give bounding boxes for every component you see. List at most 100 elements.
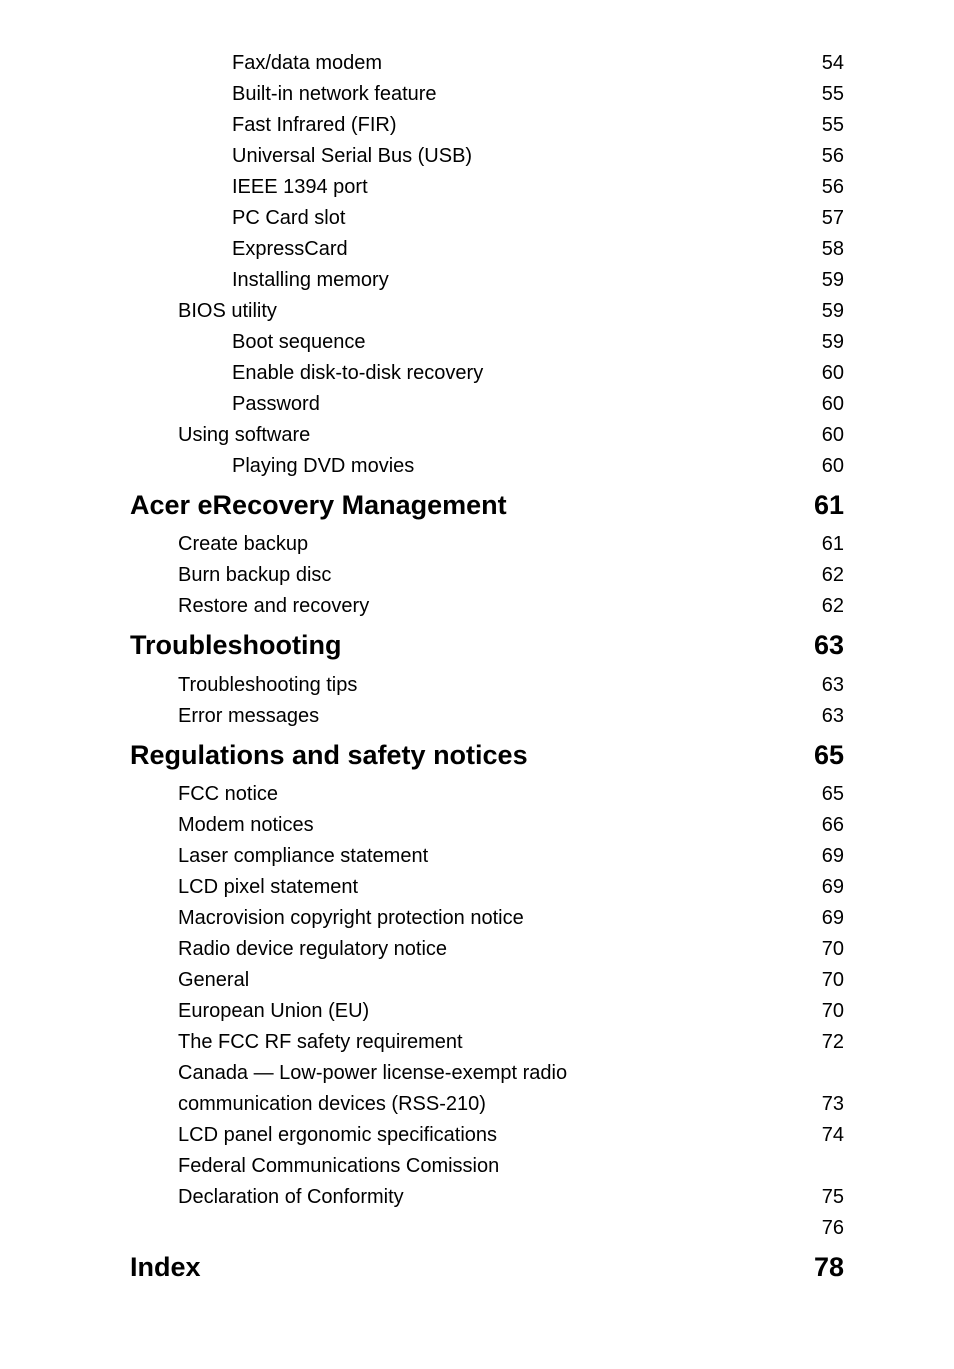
toc-entry-label: PC Card slot xyxy=(130,203,345,234)
toc-entry: Fast Infrared (FIR) 55 xyxy=(130,110,844,141)
toc-entry-label: Password xyxy=(130,389,320,420)
toc-entry-label: Enable disk-to-disk recovery xyxy=(130,358,483,389)
toc-entry: Playing DVD movies60 xyxy=(130,451,844,482)
toc-entry-label: Error messages xyxy=(130,701,319,732)
toc-entry: LCD pixel statement69 xyxy=(130,872,844,903)
toc-entry-page: 58 xyxy=(806,234,844,265)
toc-entry: communication devices (RSS-210)73 xyxy=(130,1089,844,1120)
toc-entry-label: Declaration of Conformity xyxy=(130,1182,404,1213)
toc-entry-page: 55 xyxy=(806,79,844,110)
toc-entry-page: 69 xyxy=(806,841,844,872)
toc-entry-page: 75 xyxy=(806,1182,844,1213)
toc-entry-page: 56 xyxy=(806,141,844,172)
toc-entry-page: 60 xyxy=(806,358,844,389)
toc-entry: Troubleshooting tips 63 xyxy=(130,670,844,701)
toc-entry-label: Canada — Low-power license-exempt radio xyxy=(130,1058,567,1089)
toc-entry-label: European Union (EU) xyxy=(130,996,369,1027)
toc-heading: Acer eRecovery Management 61 xyxy=(130,482,844,529)
toc-entry-label: Federal Communications Comission xyxy=(130,1151,499,1182)
toc-entry: Modem notices66 xyxy=(130,810,844,841)
toc-entry: European Union (EU) 70 xyxy=(130,996,844,1027)
toc-entry-label: Troubleshooting xyxy=(130,622,341,669)
toc-entry: IEEE 1394 port 56 xyxy=(130,172,844,203)
toc-entry-page: 63 xyxy=(806,670,844,701)
toc-entry: PC Card slot 57 xyxy=(130,203,844,234)
toc-entry: BIOS utility 59 xyxy=(130,296,844,327)
toc-entry-label: Acer eRecovery Management xyxy=(130,482,507,529)
toc-entry-label: Laser compliance statement xyxy=(130,841,428,872)
toc-entry-page: 72 xyxy=(806,1027,844,1058)
toc-heading: Troubleshooting 63 xyxy=(130,622,844,669)
toc-entry: Macrovision copyright protection notice 6… xyxy=(130,903,844,934)
toc-entry: Boot sequence 59 xyxy=(130,327,844,358)
toc-heading: Regulations and safety notices65 xyxy=(130,732,844,779)
toc-entry: LCD panel ergonomic specifications74 xyxy=(130,1120,844,1151)
toc-heading: Index 78 xyxy=(130,1244,844,1291)
toc-entry: 76 xyxy=(130,1213,844,1244)
toc-entry-page: 70 xyxy=(806,965,844,996)
toc-entry: Laser compliance statement 69 xyxy=(130,841,844,872)
toc-entry-label: BIOS utility xyxy=(130,296,277,327)
toc-entry-page: 60 xyxy=(806,420,844,451)
toc-entry-label: Built-in network feature xyxy=(130,79,437,110)
toc-entry: Error messages 63 xyxy=(130,701,844,732)
toc-entry: Installing memory 59 xyxy=(130,265,844,296)
toc-entry-label: General xyxy=(130,965,249,996)
toc-entry-page: 56 xyxy=(806,172,844,203)
toc-entry-page: 73 xyxy=(806,1089,844,1120)
toc-entry-page: 74 xyxy=(806,1120,844,1151)
toc-entry: Radio device regulatory notice 70 xyxy=(130,934,844,965)
toc-entry-label: Universal Serial Bus (USB) xyxy=(130,141,472,172)
toc-entry-page: 57 xyxy=(806,203,844,234)
toc-entry-page: 61 xyxy=(798,482,844,529)
toc-entry-page: 54 xyxy=(806,48,844,79)
toc-entry-page: 59 xyxy=(806,296,844,327)
toc-entry: Password 60 xyxy=(130,389,844,420)
toc-entry-label: Radio device regulatory notice xyxy=(130,934,447,965)
toc-entry: Create backup61 xyxy=(130,529,844,560)
toc-entry-page: 69 xyxy=(806,903,844,934)
toc-entry: ExpressCard58 xyxy=(130,234,844,265)
toc-entry-page: 63 xyxy=(798,622,844,669)
toc-entry-page: 76 xyxy=(806,1213,844,1244)
toc-entry-page: 59 xyxy=(806,327,844,358)
toc-entry-page: 59 xyxy=(806,265,844,296)
toc-entry: Enable disk-to-disk recovery 60 xyxy=(130,358,844,389)
toc-entry-page: 69 xyxy=(806,872,844,903)
toc-entry: Federal Communications Comission xyxy=(130,1151,844,1182)
toc-entry-label: Fax/data modem xyxy=(130,48,382,79)
toc-entry-page: 62 xyxy=(806,560,844,591)
toc-entry-page: 62 xyxy=(806,591,844,622)
toc-entry-label: The FCC RF safety requirement xyxy=(130,1027,463,1058)
toc-entry-page: 60 xyxy=(806,389,844,420)
toc-entry: Declaration of Conformity 75 xyxy=(130,1182,844,1213)
toc-entry: Universal Serial Bus (USB) 56 xyxy=(130,141,844,172)
toc-entry: Built-in network feature 55 xyxy=(130,79,844,110)
toc-entry-page: 78 xyxy=(798,1244,844,1291)
toc-entry-label: Regulations and safety notices xyxy=(130,732,528,779)
toc-entry-label: Fast Infrared (FIR) xyxy=(130,110,396,141)
toc-list: Fax/data modem54Built-in network feature… xyxy=(130,48,844,1291)
toc-entry-label: Index xyxy=(130,1244,201,1291)
toc-entry-label: Burn backup disc xyxy=(130,560,331,591)
toc-entry-page: 66 xyxy=(806,810,844,841)
toc-entry-page: 65 xyxy=(806,779,844,810)
toc-entry-label: Installing memory xyxy=(130,265,389,296)
toc-entry: Fax/data modem 54 xyxy=(130,48,844,79)
toc-entry-label: Restore and recovery xyxy=(130,591,369,622)
toc-entry-label: Boot sequence xyxy=(130,327,365,358)
toc-entry-label: IEEE 1394 port xyxy=(130,172,368,203)
toc-entry: Restore and recovery 62 xyxy=(130,591,844,622)
toc-entry-label: FCC notice xyxy=(130,779,278,810)
toc-entry: The FCC RF safety requirement 72 xyxy=(130,1027,844,1058)
toc-entry-page: 70 xyxy=(806,996,844,1027)
toc-page: Fax/data modem54Built-in network feature… xyxy=(0,0,954,1351)
toc-entry-label: Troubleshooting tips xyxy=(130,670,357,701)
toc-entry-page: 60 xyxy=(806,451,844,482)
toc-entry-label: Macrovision copyright protection notice xyxy=(130,903,524,934)
toc-entry-label: Create backup xyxy=(130,529,308,560)
toc-entry-page: 55 xyxy=(806,110,844,141)
toc-entry-page: 70 xyxy=(806,934,844,965)
toc-entry-page: 63 xyxy=(806,701,844,732)
toc-entry: FCC notice 65 xyxy=(130,779,844,810)
